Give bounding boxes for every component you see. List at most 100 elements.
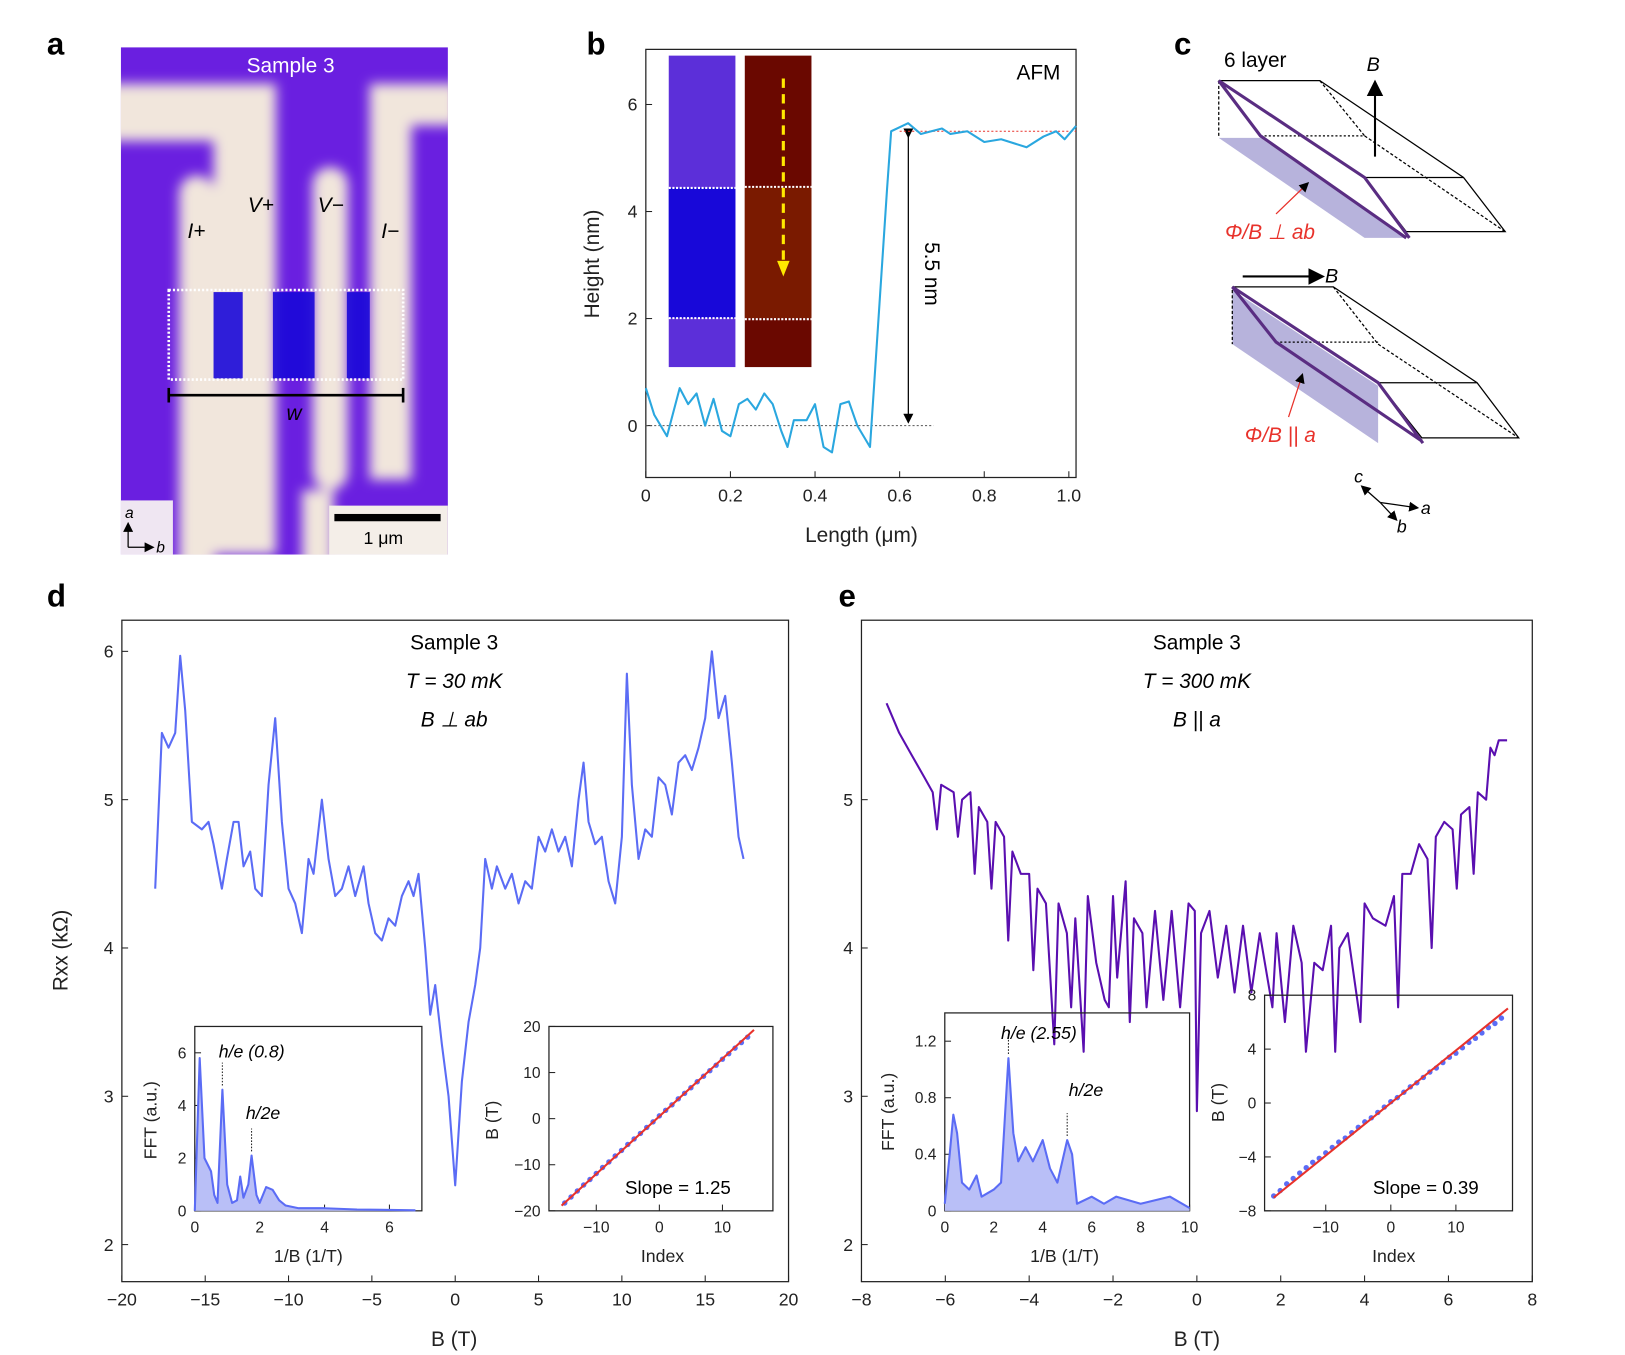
y-tick-label: 0 [178,1203,187,1220]
x-tick-label: 10 [714,1220,732,1237]
x-tick-label: 6 [1087,1220,1096,1237]
x-axis-label: Length (μm) [805,524,918,547]
x-axis-label: B (T) [431,1328,477,1351]
panel-a-title: Sample 3 [247,54,335,77]
width-bar [167,387,405,403]
y-tick-label: 0 [532,1111,541,1128]
scale-bar [334,513,441,522]
x-tick-label: 2 [1276,1290,1286,1310]
y-tick-label: 8 [1248,988,1257,1005]
y-tick-label: 0 [1248,1095,1257,1112]
title-line: Sample 3 [410,631,498,654]
x-axis-label: Index [1372,1246,1415,1266]
panel-label-b: b [586,27,605,62]
panel-label-a: a [47,27,65,62]
e-slope-label: Slope = 0.39 [1373,1177,1479,1198]
x-tick-label: 10 [612,1290,632,1310]
x-axis-label: B (T) [1174,1328,1220,1351]
y-tick-label: 5 [104,790,114,810]
data-curve [644,122,1077,454]
title-line: B ⊥ ab [421,708,488,731]
y-tick-label: 20 [523,1019,541,1036]
x-tick-label: −10 [1313,1220,1340,1237]
fft-area [944,1058,1190,1211]
contact-i-minus: I− [381,220,399,243]
panel-d-title: Sample 3 T = 30 mK B ⊥ ab [406,631,504,731]
y-tick-label: 4 [628,202,638,222]
data-curve [154,650,745,1187]
y-tick-label: 2 [104,1235,114,1255]
x-tick-label: 20 [779,1290,799,1310]
x-tick-label: 0 [1192,1290,1202,1310]
y-tick-label: 4 [104,938,114,958]
title-line: B || a [1173,708,1221,731]
channel-box [167,288,405,381]
y-tick-label: −8 [1238,1203,1256,1220]
contact-v-minus: V− [318,194,344,217]
y-tick-label: 2 [178,1151,187,1168]
x-tick-label: −4 [1019,1290,1039,1310]
x-tick-label: 2 [989,1220,998,1237]
sample-micrograph [120,47,448,555]
x-tick-label: −2 [1103,1290,1123,1310]
x-tick-label: −8 [851,1290,871,1310]
y-tick-label: 2 [628,309,638,329]
title-line: Sample 3 [1153,631,1241,654]
chart-d_index: −10 0 10 −20 −10 0 10 20 Index B (T) [482,1019,774,1266]
axis-a-label: a [125,505,134,522]
contact-v-plus: V+ [248,194,274,217]
y-axis-label: B (T) [1208,1083,1228,1122]
y-tick-label: 6 [628,95,638,115]
y-tick-label: 5 [843,790,853,810]
x-tick-label: 4 [320,1220,329,1237]
d-fft-peak1-label: h/e (0.8) [219,1042,285,1062]
x-tick-label: −6 [935,1290,955,1310]
y-tick-label: 3 [104,1086,114,1106]
data-curve [943,1057,1191,1209]
x-tick-label: 0 [655,1220,664,1237]
title-line: T = 30 mK [406,670,504,693]
panel-label-e: e [839,579,856,614]
y-tick-label: 2 [843,1235,853,1255]
x-tick-label: 0.8 [972,485,997,505]
y-tick-label: 0.4 [915,1147,937,1164]
y-tick-label: −20 [514,1203,541,1220]
chart-e_index: −10 0 10 −8 −4 0 4 8 Index B (T) [1208,988,1514,1266]
x-tick-label: 0 [641,485,651,505]
fit-line [1273,1007,1509,1199]
data-curve [885,702,1508,1113]
y-tick-label: 3 [843,1086,853,1106]
afm-profile-plot [668,55,812,368]
y-axis-label: FFT (a.u.) [140,1081,160,1159]
x-tick-label: 2 [255,1220,264,1237]
step-height-label: 5.5 nm [920,242,943,306]
contact-i-plus: I+ [188,220,206,243]
width-label: w [286,402,303,425]
perp-label: Φ/B ⊥ ab [1225,221,1315,244]
y-tick-label: 10 [523,1065,541,1082]
plot-frame [645,48,1077,479]
x-tick-label: 0 [450,1290,460,1310]
panel-e-title: Sample 3 T = 300 mK B || a [1143,631,1252,731]
axis-c-label: c [1354,467,1363,487]
y-tick-label: 0 [628,416,638,436]
e-fft-peak2-label: h/2e [1069,1080,1104,1100]
x-tick-label: 0.2 [718,485,743,505]
x-tick-label: 5 [534,1290,544,1310]
y-tick-label: −10 [514,1157,541,1174]
y-axis-label: Height (nm) [581,210,604,319]
y-tick-label: 4 [843,938,853,958]
data-point [1492,1020,1498,1027]
x-tick-label: −15 [190,1290,220,1310]
y-tick-label: 4 [178,1098,187,1115]
y-tick-label: 0.8 [915,1090,937,1107]
panel-label-c: c [1174,27,1191,62]
x-tick-label: 0.6 [887,485,912,505]
afm-label: AFM [1016,62,1060,85]
x-tick-label: 8 [1136,1220,1145,1237]
d-fft-peak2-label: h/2e [246,1103,281,1123]
field-label-bottom: B [1325,266,1338,288]
y-axis-label: B (T) [482,1101,502,1140]
x-tick-label: 6 [1444,1290,1454,1310]
